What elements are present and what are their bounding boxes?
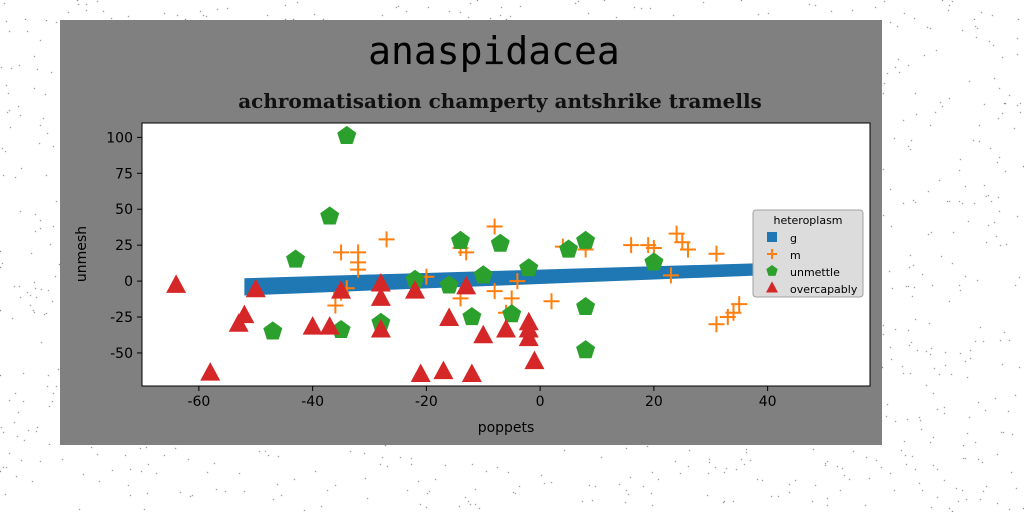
chart-title: anaspidacea <box>368 29 620 73</box>
data-point-overcapably <box>473 324 494 344</box>
data-point-m <box>350 261 367 278</box>
scatter-chart: anaspidacea achromatisation champerty an… <box>74 29 871 436</box>
legend-label-g: g <box>790 232 797 245</box>
data-point-overcapably <box>302 316 323 335</box>
data-point-m <box>623 237 640 254</box>
legend-label-m: m <box>790 249 801 262</box>
legend-entries: gm unmettle overcapably <box>766 232 858 296</box>
x-tick-label: 20 <box>645 394 663 410</box>
data-point-m <box>486 218 503 235</box>
data-point-overcapably <box>331 280 352 299</box>
data-point-m <box>725 304 742 321</box>
data-point-overcapably <box>518 327 539 347</box>
data-point-unmettle <box>559 239 579 258</box>
y-tick-label: -50 <box>110 346 133 362</box>
data-point-unmettle <box>439 275 459 294</box>
data-point-overcapably <box>410 363 431 383</box>
data-point-overcapably <box>200 362 221 381</box>
data-point-overcapably <box>166 274 187 293</box>
data-point-m <box>503 290 520 307</box>
data-point-m <box>731 296 748 313</box>
data-point-unmettle <box>644 252 664 271</box>
data-point-m <box>708 245 725 262</box>
y-tick-label: 50 <box>115 202 133 218</box>
x-tick-label: -40 <box>301 394 324 410</box>
legend-marker-overcapably <box>766 281 778 293</box>
data-point-m <box>668 225 685 242</box>
figure: anaspidacea achromatisation champerty an… <box>60 20 882 445</box>
data-point-unmettle <box>451 230 470 249</box>
data-point-overcapably <box>319 316 340 335</box>
data-point-unmettle <box>502 304 522 323</box>
legend-marker-unmettle <box>766 265 778 276</box>
data-point-m <box>509 273 526 290</box>
data-point-overcapably <box>405 280 425 299</box>
data-point-m <box>486 283 503 300</box>
data-point-unmettle <box>576 340 596 359</box>
y-tick-label: 0 <box>124 274 133 290</box>
data-marks <box>166 125 836 383</box>
data-point-overcapably <box>524 350 545 370</box>
data-point-unmettle <box>462 307 482 326</box>
data-point-overcapably <box>439 307 460 326</box>
x-tick-label: -60 <box>187 394 210 410</box>
data-point-unmettle <box>490 233 510 252</box>
data-point-overcapably <box>461 363 482 383</box>
data-point-m <box>327 297 344 314</box>
data-point-unmettle <box>576 297 596 315</box>
data-point-m <box>333 244 350 261</box>
data-point-unmettle <box>320 206 340 225</box>
data-point-m <box>543 293 560 310</box>
series-band-g <box>244 260 836 296</box>
y-tick-label: 100 <box>106 130 133 146</box>
data-point-overcapably <box>518 311 539 331</box>
plot-area <box>141 122 871 387</box>
data-point-unmettle <box>576 230 596 249</box>
data-point-overcapably <box>245 278 266 298</box>
x-axis-label: poppets <box>478 420 535 436</box>
data-point-overcapably <box>234 304 255 324</box>
data-point-unmettle <box>405 269 425 288</box>
data-point-m <box>708 316 725 333</box>
legend-label-unmettle: unmettle <box>790 266 840 279</box>
legend-marker-g <box>767 232 777 242</box>
y-tick-label: -25 <box>110 310 133 326</box>
x-tick-label: 40 <box>759 394 777 410</box>
data-point-m <box>378 231 395 248</box>
data-point-overcapably <box>456 275 477 295</box>
y-tick-label: 75 <box>115 166 133 182</box>
chart-subtitle: achromatisation champerty antshrike tram… <box>238 89 762 113</box>
data-point-overcapably <box>370 272 391 292</box>
legend: heteroplasm gm unmettle overcapably <box>752 209 864 298</box>
legend-title: heteroplasm <box>773 214 842 227</box>
data-point-overcapably <box>433 360 454 380</box>
x-tick-label: 0 <box>536 394 545 410</box>
data-point-overcapably <box>496 318 516 338</box>
x-tick-label: -20 <box>415 394 438 410</box>
data-point-unmettle <box>337 125 357 144</box>
data-point-m <box>680 241 696 258</box>
data-point-unmettle <box>473 265 493 284</box>
data-point-m <box>662 267 679 284</box>
data-point-unmettle <box>263 321 283 340</box>
legend-box <box>752 209 864 298</box>
legend-marker-m <box>767 249 777 259</box>
y-axis-label: unmesh <box>74 226 90 282</box>
legend-label-overcapably: overcapably <box>790 283 858 296</box>
data-point-unmettle <box>519 258 539 277</box>
x-axis: -60 -40 -20 0 20 40 <box>187 386 777 410</box>
y-axis: -50 -25 0 25 50 75 100 <box>106 130 142 362</box>
y-tick-label: 25 <box>115 238 133 254</box>
data-point-overcapably <box>370 287 391 306</box>
data-point-unmettle <box>286 249 306 268</box>
data-point-overcapably <box>370 318 391 338</box>
